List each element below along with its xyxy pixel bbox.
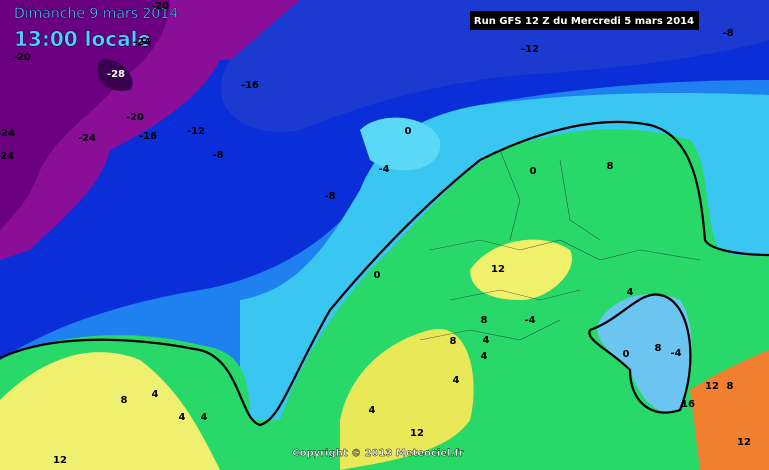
contour-label: 12 bbox=[410, 428, 424, 439]
run-box bbox=[470, 11, 699, 30]
contour-label: 4 bbox=[627, 287, 634, 298]
contour-label: 0 bbox=[374, 270, 381, 281]
copyright: Copyright © 2013 Meteociel.fr bbox=[292, 448, 463, 459]
contour-label: 8 bbox=[121, 395, 128, 406]
zone-green bbox=[0, 129, 769, 470]
contour-label: -28 bbox=[107, 69, 125, 80]
zone-purple-dark bbox=[0, 0, 170, 230]
contour-label: 8 bbox=[655, 343, 662, 354]
contour-label: -4 bbox=[524, 315, 535, 326]
contour-label: 4 bbox=[483, 335, 490, 346]
contour-label: 4 bbox=[453, 375, 460, 386]
contour-label: -24 bbox=[78, 133, 96, 144]
date: Dimanche 9 mars 2014 bbox=[14, 6, 178, 22]
contour-label: -16 bbox=[139, 131, 157, 142]
contour-labels: -20 -24 -20 -28 -16 -20 -24 -24 -16 -12 -24 -8 -12 -8… bbox=[0, 1, 751, 466]
contour-label: -12 bbox=[187, 126, 205, 137]
contour-label: 4 bbox=[179, 412, 186, 423]
zone-cold-core bbox=[97, 59, 133, 91]
zone-yellow-iberia bbox=[340, 328, 474, 470]
contour-label: 4 bbox=[369, 405, 376, 416]
contour-label: 12 bbox=[491, 264, 505, 275]
contour-label: -8 bbox=[212, 150, 223, 161]
time: 13:00 locale bbox=[14, 27, 151, 51]
contour-label: 12 bbox=[705, 381, 719, 392]
contour-label: -8 bbox=[324, 191, 335, 202]
isotherm-zero bbox=[0, 120, 769, 427]
contour-label: 4 bbox=[152, 389, 159, 400]
contour-label: 16 bbox=[681, 399, 695, 410]
contour-label: 0 bbox=[623, 349, 630, 360]
contour-label: 0 bbox=[530, 166, 537, 177]
contour-label: -8 bbox=[722, 28, 733, 39]
contour-label: 12 bbox=[737, 437, 751, 448]
contour-label: 8 bbox=[727, 381, 734, 392]
contour-label: -4 bbox=[378, 164, 389, 175]
zone-yellow-central bbox=[470, 239, 572, 300]
zone-yellow-west bbox=[0, 352, 220, 470]
isotherm-zero-balkan bbox=[588, 293, 692, 414]
zone-blue bbox=[220, 0, 769, 132]
contour-label: -20 bbox=[151, 1, 169, 12]
contour-label: -4 bbox=[670, 348, 681, 359]
contour-label: -24 bbox=[0, 128, 15, 139]
run-info: Run GFS 12 Z du Mercredi 5 mars 2014 bbox=[474, 16, 694, 27]
zone-cyan-patch bbox=[360, 117, 441, 171]
contour-label: -16 bbox=[241, 80, 259, 91]
contour-label: -12 bbox=[521, 44, 539, 55]
contour-label: 4 bbox=[481, 351, 488, 362]
contour-label: 4 bbox=[201, 412, 208, 423]
contour-label: 8 bbox=[450, 336, 457, 347]
contour-label: 12 bbox=[53, 455, 67, 466]
contour-label: -24 bbox=[0, 151, 14, 162]
contour-label: -24 bbox=[133, 37, 151, 48]
zone-orange bbox=[690, 350, 769, 470]
borders bbox=[419, 149, 701, 341]
zone-balkan-cold bbox=[597, 294, 692, 413]
contour-label: 8 bbox=[481, 315, 488, 326]
contour-label: 0 bbox=[405, 126, 412, 137]
contour-label: -20 bbox=[13, 52, 31, 63]
contour-label: 8 bbox=[607, 161, 614, 172]
contour-label: -20 bbox=[126, 112, 144, 123]
